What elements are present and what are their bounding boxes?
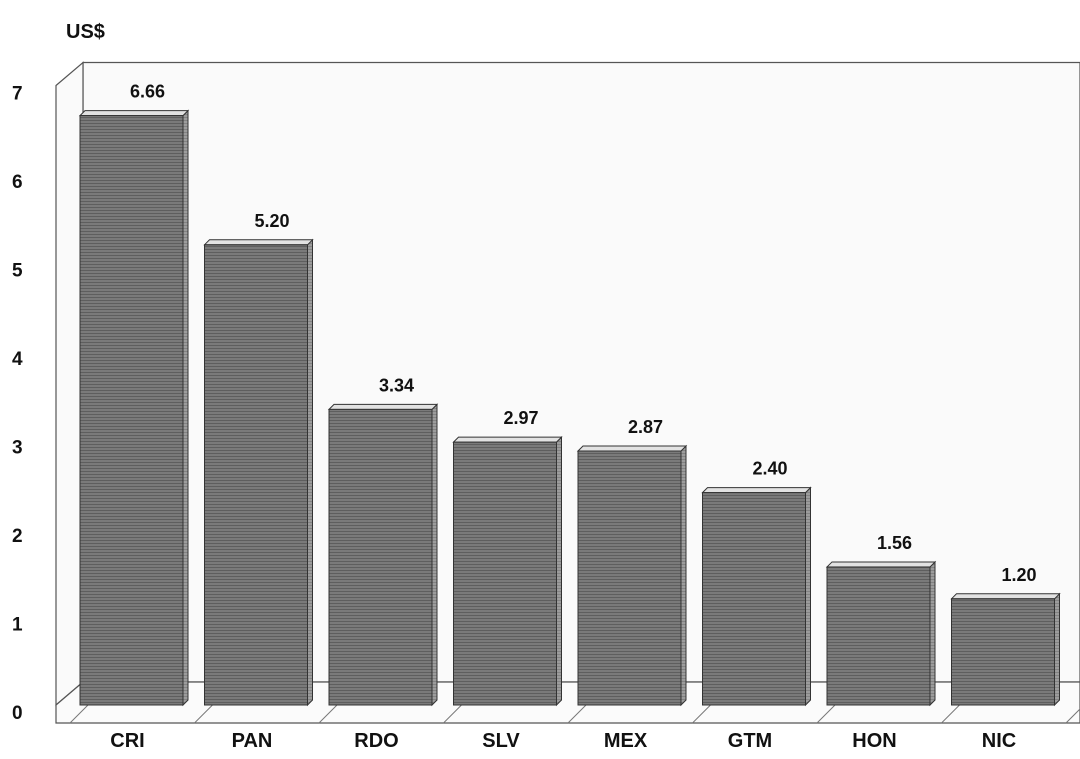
x-tick-label: PAN (232, 730, 273, 752)
bar-rdo (328, 408, 433, 706)
y-tick-label: 1 (12, 615, 23, 636)
x-tick-label: NIC (982, 730, 1016, 752)
data-label: 1.56 (877, 533, 912, 553)
bar-nic (951, 598, 1055, 706)
bar-side (431, 403, 438, 707)
bar-top (452, 436, 563, 443)
y-tick-label: 5 (12, 261, 23, 282)
y-tick-label: 2 (12, 526, 23, 547)
bar-hon (826, 566, 931, 706)
x-tick-label: HON (852, 730, 896, 752)
bar-top (78, 110, 190, 117)
bar-mex (577, 450, 682, 706)
y-unit-label: US$ (66, 21, 105, 43)
bar-side (680, 444, 687, 707)
bar-top (327, 403, 439, 410)
x-tick-label: MEX (604, 730, 648, 752)
y-tick-label: 6 (12, 172, 23, 193)
x-tick-label: RDO (354, 730, 398, 752)
x-tick-label: SLV (482, 730, 520, 752)
data-label: 5.20 (254, 211, 289, 231)
y-axis-ticks: 0 1 2 3 4 5 6 7 (12, 84, 23, 725)
data-label: 3.34 (379, 375, 414, 395)
bars (78, 109, 1061, 707)
bar-side (182, 109, 189, 707)
bar-top (576, 445, 688, 452)
bar-side (1054, 592, 1060, 707)
data-label: 2.40 (752, 459, 787, 479)
bar-top (701, 487, 812, 494)
bar-gtm (702, 492, 806, 706)
x-tick-label: GTM (728, 730, 772, 752)
bar-pan (204, 244, 308, 706)
x-tick-label: CRI (110, 730, 144, 752)
data-label: 1.20 (1001, 565, 1036, 585)
bar-side (307, 238, 313, 707)
labels: 6.66 CRI 5.20 PAN 3.34 RDO 2.97 SLV 2.87 MEX 2.40 G… (110, 82, 1036, 752)
bar-slv (453, 441, 557, 706)
data-label: 6.66 (130, 82, 165, 102)
bar-top (825, 561, 937, 568)
y-tick-label: 4 (12, 349, 23, 370)
bar-top (203, 239, 314, 246)
bar-cri (79, 115, 184, 706)
bar-side (929, 560, 936, 707)
bar-side (556, 435, 562, 707)
bar-top (950, 593, 1061, 600)
bar-side (805, 486, 811, 707)
data-label: 2.97 (503, 408, 538, 428)
y-tick-label: 7 (12, 84, 23, 105)
data-label: 2.87 (628, 417, 663, 437)
y-tick-label: 3 (12, 438, 23, 459)
y-tick-label: 0 (12, 703, 23, 724)
side-wall (55, 61, 84, 707)
